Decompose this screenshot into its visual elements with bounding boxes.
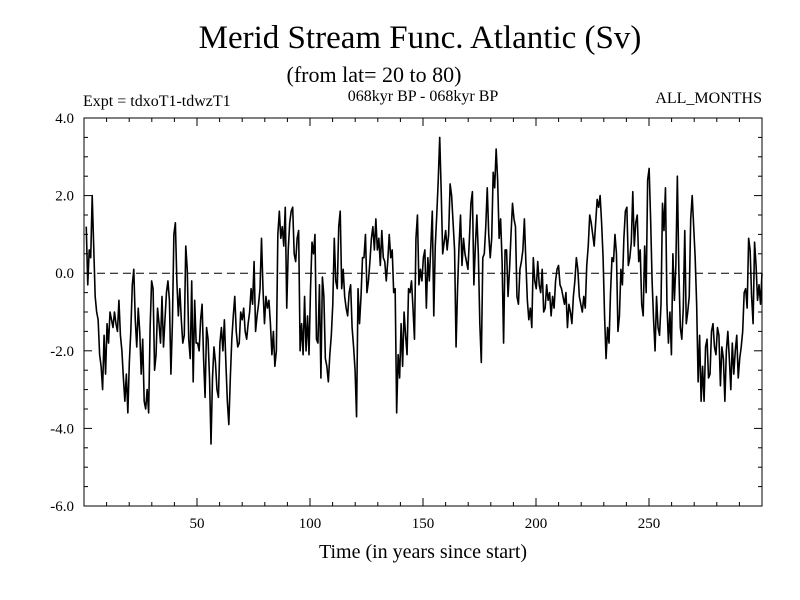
x-tick-label: 250 <box>638 516 661 532</box>
months-label: ALL_MONTHS <box>655 90 762 107</box>
x-tick-label: 100 <box>299 516 322 532</box>
x-tick-label: 200 <box>525 516 548 532</box>
y-tick-label: 0.0 <box>55 266 74 282</box>
y-tick-label: -6.0 <box>50 499 74 515</box>
x-tick-label: 150 <box>412 516 435 532</box>
y-tick-label: 2.0 <box>55 189 74 205</box>
period-label: 068kyr BP - 068kyr BP <box>348 88 499 105</box>
axis-ticks <box>84 118 762 506</box>
series-line <box>85 136 763 445</box>
x-axis-label: Time (in years since start) <box>319 541 527 563</box>
tick-labels: 50 100 150 200 250 4.0 2.0 0.0 -2.0 -4.0 -6.0 <box>50 111 660 532</box>
x-tick-label: 50 <box>190 516 205 532</box>
chart-subtitle: (from lat= 20 to 80) <box>287 62 462 87</box>
y-tick-label: -2.0 <box>50 344 74 360</box>
plot-area-frame <box>83 117 763 507</box>
chart-title: Merid Stream Func. Atlantic (Sv) <box>199 20 642 56</box>
experiment-label: Expt = tdxoT1-tdwzT1 <box>83 93 231 110</box>
y-tick-label: -4.0 <box>50 421 74 437</box>
y-tick-label: 4.0 <box>55 111 74 127</box>
